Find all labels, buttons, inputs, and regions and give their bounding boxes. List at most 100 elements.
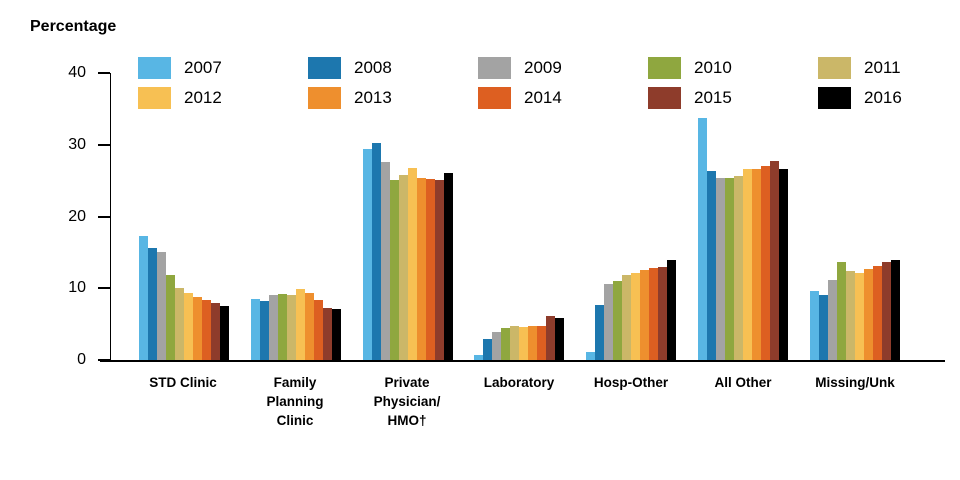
- bar-2015: [881, 261, 891, 360]
- x-category-label: Private Physician/ HMO†: [373, 375, 441, 428]
- bar-2013: [304, 293, 314, 360]
- x-axis-line: [100, 360, 945, 362]
- bar-2011: [845, 271, 855, 360]
- legend-item-2013: 2013: [308, 86, 478, 109]
- legend-label-2008: 2008: [354, 58, 392, 77]
- legend-swatch-2014: [478, 86, 511, 109]
- bar-2009: [492, 332, 502, 360]
- bar-2015: [322, 308, 332, 360]
- bar-2015: [211, 303, 220, 360]
- bar-2008: [259, 301, 269, 360]
- bar-group-missingunk: [809, 260, 900, 360]
- bar-2016: [443, 172, 453, 360]
- bar-2008: [371, 142, 381, 360]
- y-tick-label-10: 10: [68, 279, 86, 297]
- legend-item-2010: 2010: [648, 56, 818, 79]
- x-category-label: All Other: [714, 375, 772, 390]
- y-tick-mark-10: [98, 287, 110, 290]
- y-tick-mark-30: [98, 143, 110, 146]
- bar-2008: [483, 338, 493, 360]
- bar-2016: [331, 309, 341, 360]
- x-category-label: STD Clinic: [149, 375, 217, 390]
- y-axis: 0 10 20 30 40: [0, 64, 110, 368]
- bar-2010: [725, 177, 735, 360]
- legend-item-2014: 2014: [478, 86, 648, 109]
- x-category-label: Laboratory: [483, 375, 555, 390]
- legend-swatch-2012: [138, 86, 171, 109]
- bar-2016: [220, 305, 229, 360]
- bar-2011: [175, 288, 184, 360]
- bar-2013: [863, 268, 873, 360]
- legend-label-2012: 2012: [184, 88, 222, 107]
- bar-2007: [809, 291, 819, 360]
- legend-label-2009: 2009: [524, 58, 562, 77]
- bar-2007: [698, 117, 708, 360]
- legend-item-2016: 2016: [818, 86, 960, 109]
- bar-2013: [640, 270, 650, 360]
- bar-2015: [770, 160, 780, 360]
- bar-2012: [854, 273, 864, 360]
- legend-swatch-2011: [818, 56, 851, 79]
- bar-2007: [362, 149, 372, 360]
- y-axis-title: Percentage: [30, 18, 117, 35]
- bar-2010: [277, 294, 287, 360]
- x-axis-labels: STD Clinic Family Planning Clinic Private …: [110, 374, 930, 431]
- legend-item-2007: 2007: [138, 56, 308, 79]
- bar-2013: [528, 326, 538, 360]
- legend-swatch-2008: [308, 56, 341, 79]
- bar-2013: [752, 169, 762, 360]
- y-tick-mark-40: [98, 72, 110, 74]
- legend-label-2015: 2015: [694, 88, 732, 107]
- bar-2013: [193, 296, 202, 360]
- legend-label-2010: 2010: [694, 58, 732, 77]
- bar-2015: [658, 266, 668, 360]
- bar-2014: [537, 325, 547, 360]
- plot-area: [110, 73, 930, 360]
- bar-2011: [622, 274, 632, 360]
- legend-item-2008: 2008: [308, 56, 478, 79]
- bar-2016: [779, 169, 789, 360]
- bar-2012: [407, 168, 417, 360]
- x-category-label: Hosp-Other: [593, 375, 669, 390]
- y-tick-label-40: 40: [68, 64, 86, 81]
- bar-2014: [649, 268, 659, 360]
- bar-2014: [202, 300, 211, 360]
- y-tick-label-30: 30: [68, 135, 86, 153]
- legend-item-2009: 2009: [478, 56, 648, 79]
- bar-group-hosp-other: [586, 260, 677, 360]
- bar-2015: [434, 179, 444, 360]
- bar-2007: [586, 352, 596, 360]
- bar-group-private-physician-hmo: [362, 142, 453, 360]
- bar-2015: [546, 315, 556, 360]
- bar-2014: [761, 165, 771, 360]
- bar-2010: [166, 275, 175, 360]
- bar-2009: [716, 177, 726, 360]
- legend-item-2015: 2015: [648, 86, 818, 109]
- x-category-label: Family Planning Clinic: [266, 375, 324, 428]
- legend-swatch-2013: [308, 86, 341, 109]
- bar-2014: [313, 299, 323, 360]
- bar-2007: [139, 235, 148, 360]
- bar-2012: [519, 327, 529, 360]
- bar-group-allother: [698, 117, 789, 360]
- bar-2009: [157, 252, 166, 360]
- bar-2013: [416, 177, 426, 360]
- bar-2008: [707, 171, 717, 360]
- bar-2014: [872, 266, 882, 360]
- bar-2011: [734, 176, 744, 360]
- bar-2010: [389, 179, 399, 360]
- bar-2012: [295, 289, 305, 360]
- legend-label-2007: 2007: [184, 58, 222, 77]
- legend-swatch-2009: [478, 56, 511, 79]
- bar-2011: [398, 174, 408, 360]
- x-category-label: Missing/Unk: [815, 375, 895, 390]
- bar-2010: [613, 281, 623, 360]
- bar-2009: [380, 162, 390, 360]
- bar-2010: [501, 328, 511, 360]
- bar-2012: [631, 272, 641, 360]
- bar-2010: [836, 261, 846, 360]
- bar-2016: [890, 260, 900, 360]
- bar-group-family-planning-clinic: [250, 289, 341, 360]
- legend-swatch-2015: [648, 86, 681, 109]
